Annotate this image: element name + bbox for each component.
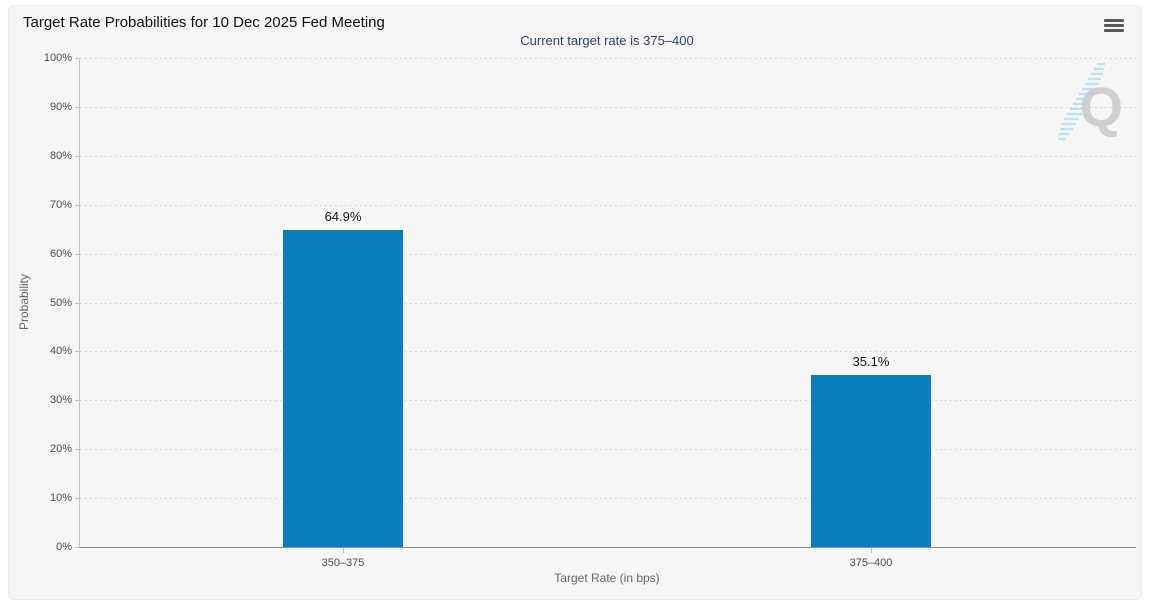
gridline — [80, 449, 1136, 451]
y-tick-label: 60% — [49, 247, 72, 260]
y-axis-tick — [75, 400, 79, 402]
chart-context-menu-button[interactable] — [1101, 15, 1127, 35]
y-axis-tick — [75, 449, 79, 451]
y-axis-tick — [75, 253, 79, 255]
x-axis-tick — [871, 548, 872, 553]
y-tick-label: 10% — [49, 492, 72, 505]
y-tick-label: 30% — [49, 394, 72, 407]
plot-area — [79, 58, 1136, 548]
y-axis-tick — [75, 155, 79, 157]
gridline — [80, 400, 1136, 402]
bar-value-label: 35.1% — [852, 354, 890, 370]
y-axis-tick — [75, 58, 79, 59]
gridline — [80, 155, 1136, 157]
gridline — [80, 58, 1136, 59]
hamburger-icon — [1103, 19, 1125, 32]
x-tick-label: 350–375 — [321, 557, 365, 569]
chart-subtitle: Current target rate is 375–400 — [520, 33, 694, 48]
y-axis-tick — [75, 498, 79, 500]
chart-title: Target Rate Probabilities for 10 Dec 202… — [23, 14, 385, 31]
y-axis-tick — [75, 106, 79, 108]
y-tick-label: 20% — [49, 443, 72, 456]
y-tick-label: 50% — [49, 296, 72, 309]
x-axis-title: Target Rate (in bps) — [554, 571, 660, 585]
y-axis-tick — [75, 351, 79, 353]
y-tick-label: 0% — [56, 541, 72, 553]
y-tick-label: 80% — [49, 149, 72, 162]
y-tick-label: 90% — [49, 100, 72, 113]
chart-panel: Target Rate Probabilities for 10 Dec 202… — [8, 5, 1142, 600]
bar-value-label: 64.9% — [324, 208, 362, 224]
gridline — [80, 498, 1136, 500]
y-axis-tick — [75, 204, 79, 206]
gridline — [80, 204, 1136, 206]
gridline — [80, 351, 1136, 353]
y-tick-label: 100% — [43, 52, 72, 64]
bar-350-375[interactable] — [283, 229, 403, 547]
y-tick-label: 70% — [49, 198, 72, 211]
x-tick-label: 375–400 — [849, 557, 893, 569]
gridline — [80, 302, 1136, 304]
gridline — [80, 106, 1136, 108]
y-axis-tick — [75, 547, 79, 548]
bar-375-400[interactable] — [811, 375, 931, 547]
y-axis-tick — [75, 302, 79, 304]
gridline — [80, 253, 1136, 255]
x-axis-tick — [343, 548, 344, 553]
y-tick-label: 40% — [49, 345, 72, 358]
